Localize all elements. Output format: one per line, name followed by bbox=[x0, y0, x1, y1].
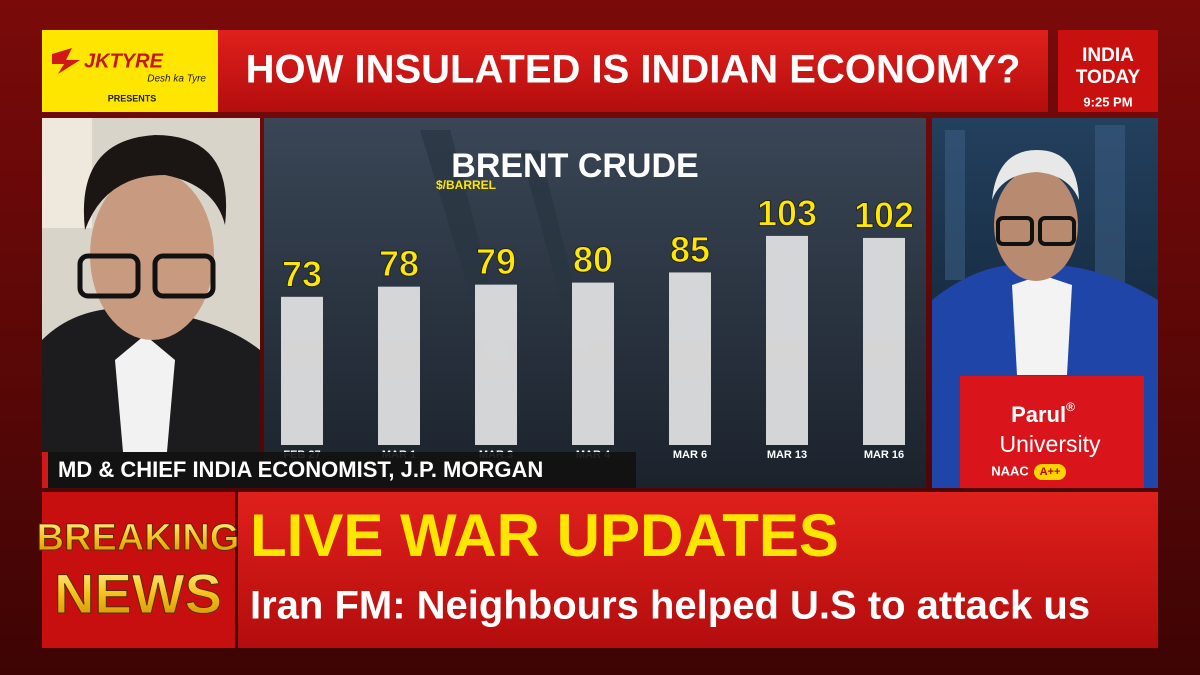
chart-title: BRENT CRUDE bbox=[451, 147, 698, 185]
podium-mark: ® bbox=[1066, 400, 1075, 414]
bar-value-label: 73 bbox=[282, 253, 322, 294]
sponsor-icon bbox=[52, 48, 80, 74]
sponsor-presents: PRESENTS bbox=[108, 93, 157, 103]
chart-panel: BRENT CRUDE $/BARREL 73FEB 2778MAR 179MA… bbox=[264, 118, 926, 488]
bar bbox=[669, 272, 711, 445]
bar-value-label: 80 bbox=[573, 239, 613, 280]
headline-box bbox=[238, 492, 1158, 648]
podium-name: Parul bbox=[1011, 402, 1066, 427]
bar-value-label: 79 bbox=[476, 241, 516, 282]
chart-backdrop bbox=[420, 130, 590, 360]
x-tick-label: MAR 6 bbox=[673, 449, 707, 461]
sponsor-box bbox=[42, 30, 218, 112]
podium-accreditation: NAAC bbox=[991, 463, 1029, 478]
podium-line2: University bbox=[1000, 431, 1101, 457]
podium-grade-badge bbox=[1034, 464, 1066, 480]
caption-accent bbox=[42, 452, 48, 488]
bar-value-label: 103 bbox=[757, 192, 817, 233]
x-tick-label: MAR 13 bbox=[767, 449, 807, 461]
bar-value-label: 102 bbox=[854, 194, 914, 235]
x-tick-label: MAR 16 bbox=[864, 449, 904, 461]
channel-name: INDIA bbox=[1082, 45, 1134, 66]
bar bbox=[863, 237, 905, 445]
bar-value-label: 85 bbox=[670, 229, 710, 270]
channel-logo bbox=[1058, 30, 1158, 112]
bar bbox=[281, 296, 323, 445]
channel-name: TODAY bbox=[1076, 67, 1141, 88]
guest-caption: MD & CHIEF INDIA ECONOMIST, J.P. MORGAN bbox=[58, 457, 543, 482]
caption-band bbox=[42, 452, 636, 488]
ticker: Iran FM: Neighbours helped U.S to attack… bbox=[250, 584, 1090, 628]
podium-grade: A++ bbox=[1040, 466, 1061, 478]
podium-brand: Parul® bbox=[1011, 400, 1075, 427]
headline: LIVE WAR UPDATES bbox=[250, 502, 839, 569]
clock: 9:25 PM bbox=[1083, 94, 1132, 109]
guest-video bbox=[42, 118, 260, 488]
bar bbox=[378, 286, 420, 445]
title-box bbox=[218, 30, 1048, 112]
sponsor-tagline: Desh ka Tyre bbox=[147, 74, 206, 85]
bar-value-label: 78 bbox=[379, 243, 419, 284]
program-title: HOW INSULATED IS INDIAN ECONOMY? bbox=[246, 48, 1021, 92]
anchor-video bbox=[932, 118, 1158, 488]
chart-subtitle: $/BARREL bbox=[436, 178, 496, 192]
breaking-box bbox=[42, 492, 235, 648]
sponsor-brand: JKTYRE bbox=[84, 50, 164, 72]
bar bbox=[572, 282, 614, 445]
bar bbox=[766, 235, 808, 445]
breaking-label: BREAKING bbox=[37, 517, 240, 559]
breaking-label: NEWS bbox=[54, 562, 222, 625]
bar bbox=[475, 284, 517, 445]
